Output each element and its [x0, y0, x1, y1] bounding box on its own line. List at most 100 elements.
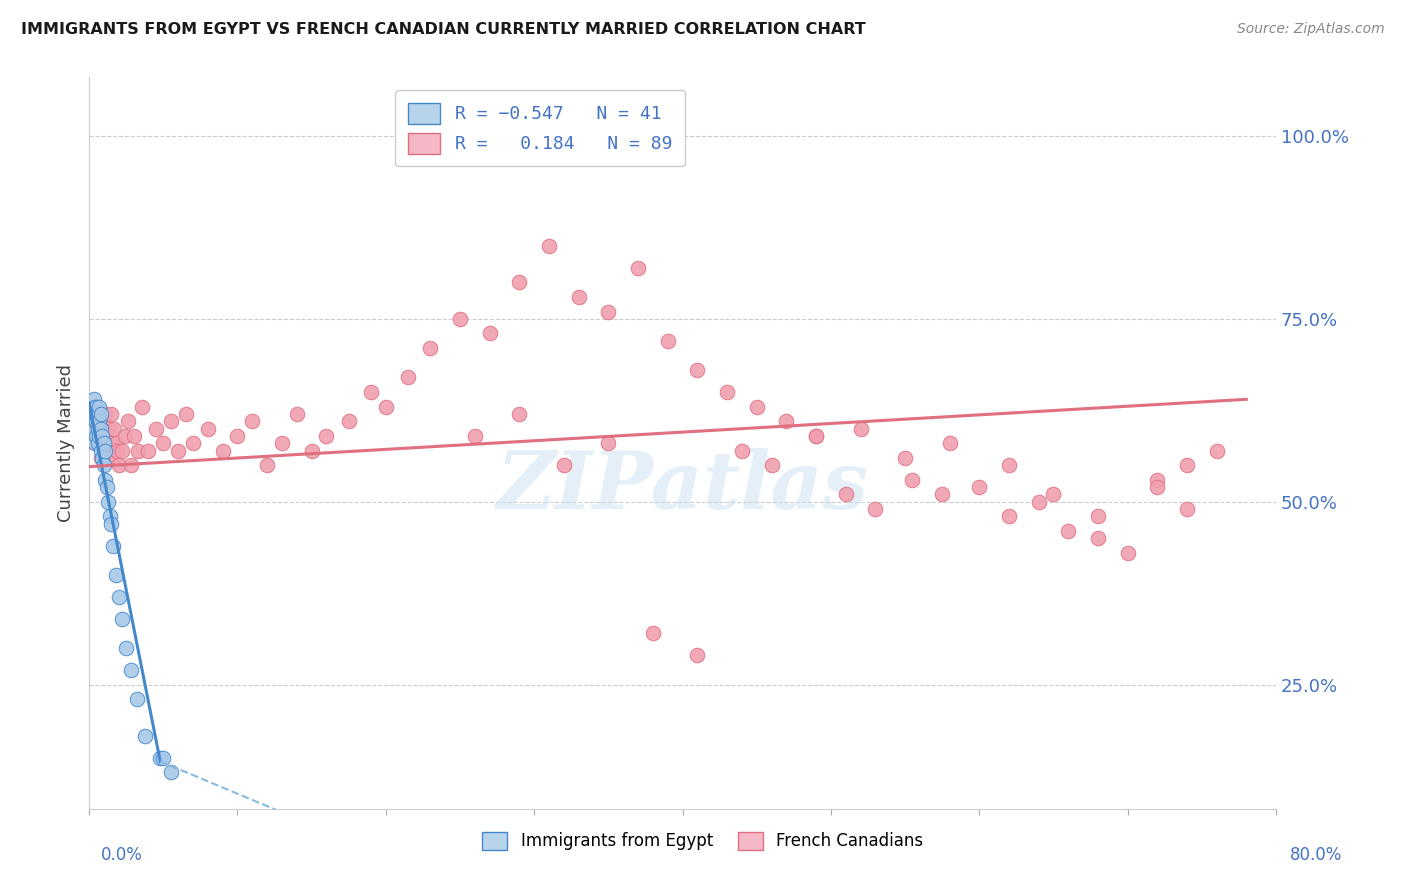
- Point: [107, 590, 129, 604]
- Point: [89, 429, 111, 443]
- Point: [998, 458, 1021, 472]
- Point: [84, 436, 107, 450]
- Point: [285, 407, 308, 421]
- Point: [84, 400, 107, 414]
- Legend: R = −0.547   N = 41, R =   0.184   N = 89: R = −0.547 N = 41, R = 0.184 N = 89: [395, 90, 685, 166]
- Point: [122, 429, 145, 443]
- Point: [94, 407, 117, 421]
- Point: [598, 436, 620, 450]
- Point: [94, 473, 117, 487]
- Point: [159, 414, 181, 428]
- Point: [91, 421, 114, 435]
- Point: [211, 443, 233, 458]
- Point: [301, 443, 323, 458]
- Point: [127, 443, 149, 458]
- Point: [84, 436, 107, 450]
- Point: [998, 509, 1021, 524]
- Legend: Immigrants from Egypt, French Canadians: Immigrants from Egypt, French Canadians: [475, 825, 931, 857]
- Point: [598, 304, 620, 318]
- Point: [256, 458, 278, 472]
- Point: [117, 414, 139, 428]
- Point: [111, 443, 134, 458]
- Point: [83, 392, 105, 407]
- Point: [849, 421, 872, 435]
- Point: [804, 429, 827, 443]
- Point: [86, 421, 108, 435]
- Point: [96, 450, 118, 465]
- Point: [537, 238, 560, 252]
- Point: [89, 414, 111, 428]
- Point: [761, 458, 783, 472]
- Point: [120, 458, 142, 472]
- Point: [86, 400, 108, 414]
- Point: [93, 436, 115, 450]
- Point: [96, 480, 118, 494]
- Point: [111, 612, 134, 626]
- Point: [145, 421, 167, 435]
- Point: [80, 407, 103, 421]
- Point: [89, 400, 111, 414]
- Y-axis label: Currently Married: Currently Married: [58, 364, 75, 522]
- Point: [967, 480, 990, 494]
- Point: [627, 260, 650, 275]
- Point: [94, 443, 117, 458]
- Point: [167, 443, 190, 458]
- Point: [174, 407, 197, 421]
- Point: [159, 765, 181, 780]
- Point: [553, 458, 575, 472]
- Point: [1175, 502, 1198, 516]
- Point: [374, 400, 396, 414]
- Point: [86, 414, 108, 428]
- Point: [396, 370, 419, 384]
- Point: [104, 568, 127, 582]
- Point: [478, 326, 501, 341]
- Point: [745, 400, 768, 414]
- Point: [87, 414, 110, 428]
- Point: [149, 751, 172, 765]
- Point: [449, 311, 471, 326]
- Point: [360, 384, 382, 399]
- Point: [86, 429, 108, 443]
- Point: [90, 421, 112, 435]
- Point: [1087, 509, 1109, 524]
- Point: [131, 400, 153, 414]
- Point: [152, 436, 174, 450]
- Point: [1146, 473, 1168, 487]
- Point: [641, 626, 664, 640]
- Point: [835, 487, 858, 501]
- Text: ZIPatlas: ZIPatlas: [496, 449, 869, 526]
- Point: [716, 384, 738, 399]
- Point: [464, 429, 486, 443]
- Point: [97, 494, 120, 508]
- Point: [120, 663, 142, 677]
- Point: [197, 421, 219, 435]
- Point: [101, 539, 124, 553]
- Point: [93, 458, 115, 472]
- Point: [804, 429, 827, 443]
- Point: [1057, 524, 1080, 538]
- Point: [775, 414, 797, 428]
- Point: [1087, 532, 1109, 546]
- Point: [83, 421, 105, 435]
- Point: [1175, 458, 1198, 472]
- Point: [315, 429, 337, 443]
- Point: [104, 436, 127, 450]
- Point: [152, 751, 174, 765]
- Point: [731, 443, 754, 458]
- Point: [337, 414, 360, 428]
- Point: [107, 458, 129, 472]
- Text: IMMIGRANTS FROM EGYPT VS FRENCH CANADIAN CURRENTLY MARRIED CORRELATION CHART: IMMIGRANTS FROM EGYPT VS FRENCH CANADIAN…: [21, 22, 866, 37]
- Text: Source: ZipAtlas.com: Source: ZipAtlas.com: [1237, 22, 1385, 37]
- Point: [181, 436, 204, 450]
- Point: [1042, 487, 1064, 501]
- Point: [97, 421, 120, 435]
- Text: 80.0%: 80.0%: [1291, 846, 1343, 863]
- Point: [98, 436, 121, 450]
- Point: [125, 692, 148, 706]
- Text: 0.0%: 0.0%: [101, 846, 143, 863]
- Point: [1116, 546, 1139, 560]
- Point: [101, 450, 124, 465]
- Point: [686, 648, 709, 663]
- Point: [226, 429, 249, 443]
- Point: [1205, 443, 1227, 458]
